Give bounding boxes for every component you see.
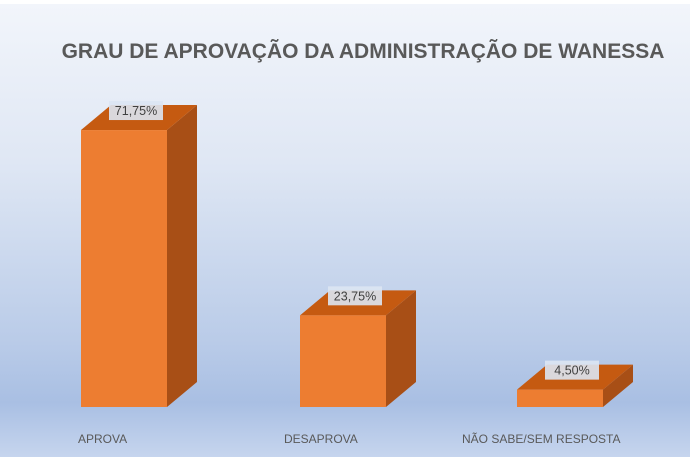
chart-title: GRAU DE APROVAÇÃO DA ADMINISTRAÇÃO DE WA… [62, 40, 665, 63]
category-label: APROVA [78, 432, 127, 446]
data-label-box [328, 286, 382, 306]
chart-area: GRAU DE APROVAÇÃO DA ADMINISTRAÇÃO DE WA… [0, 4, 690, 457]
bar [300, 315, 386, 407]
data-label-box [109, 101, 163, 121]
category-label: NÃO SABE/SEM RESPOSTA [462, 432, 620, 446]
data-label: 71,75% [115, 104, 157, 118]
data-label-box [545, 360, 599, 380]
bar-side [603, 364, 633, 407]
data-label: 4,50% [554, 364, 589, 378]
bar [517, 389, 603, 407]
bar [81, 130, 167, 408]
data-label: 23,75% [334, 289, 376, 303]
bar-side [167, 105, 197, 408]
bar-chart: GRAU DE APROVAÇÃO DA ADMINISTRAÇÃO DE WA… [62, 40, 665, 446]
bar-side [386, 290, 416, 407]
category-label: DESAPROVA [284, 432, 358, 446]
